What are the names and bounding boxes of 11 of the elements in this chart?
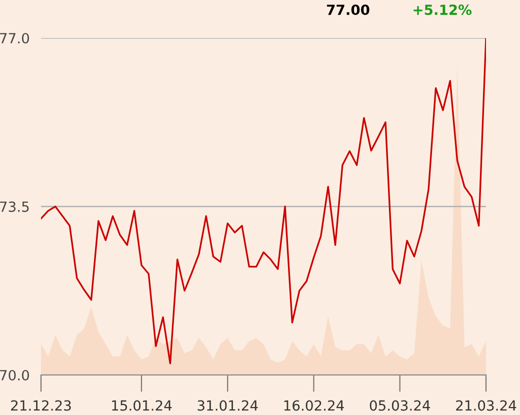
x-tick-label: 15.01.24 xyxy=(112,400,172,411)
x-tick-label: 21.03.24 xyxy=(456,400,516,411)
y-tick-label: 77.0 xyxy=(0,32,29,44)
x-tick-label: 16.02.24 xyxy=(284,400,344,411)
x-tick-label: 21.12.23 xyxy=(11,400,71,411)
y-tick-label: 70.0 xyxy=(0,370,29,380)
x-tick-label: 05.03.24 xyxy=(370,400,430,411)
y-tick-label: 73.5 xyxy=(0,201,29,212)
x-tick-label: 31.01.24 xyxy=(198,400,258,411)
text: 77.00 xyxy=(327,4,370,16)
text: +5.12% xyxy=(414,4,472,16)
